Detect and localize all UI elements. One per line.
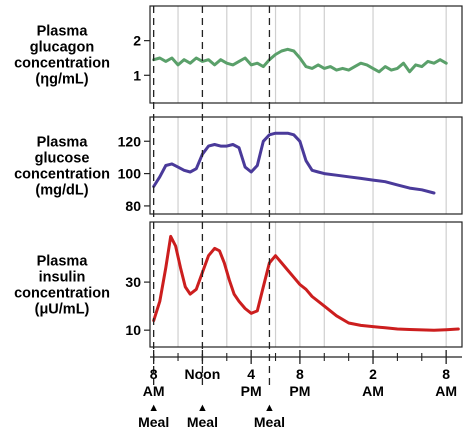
y-tick-label: 80 [125,198,141,214]
plot-frame [149,5,463,104]
meal-label: Meal [254,414,285,429]
y-axis-label-line: concentration [14,167,110,183]
y-tick-label: 100 [118,166,142,182]
y-axis-label-line: Plasma [37,135,89,151]
y-tick-label: 120 [118,133,142,149]
x-tick-label: AM [362,383,384,399]
series-line [152,47,448,74]
y-axis-label-line: glucose [35,151,90,167]
plot-frame [149,116,463,215]
meal-marker-icon: ▲ [197,402,208,414]
chart-panels: 12Plasmaglucagonconcentration(ηg/mL)8010… [14,5,463,348]
y-axis-label-line: concentration [14,56,110,72]
x-tick-label: 8 [442,366,450,382]
meal-dashed-lines [153,6,271,387]
series-line [152,234,460,332]
y-axis-label-line: (μU/mL) [35,302,90,318]
y-axis-label-line: Plasma [37,254,89,270]
x-tick-label: PM [241,383,262,399]
x-tick-label: AM [435,383,457,399]
y-tick-label: 1 [133,67,141,83]
y-tick-label: 30 [125,274,141,290]
x-tick-label: Noon [185,366,221,382]
x-tick-label: PM [289,383,310,399]
y-tick-label: 10 [125,322,141,338]
series-line [152,131,436,195]
x-tick-label: 8 [150,366,158,382]
x-tick-label: 8 [296,366,304,382]
panel-1: 80 100 120 Plasmaglucoseconcentration(mg/dL… [14,116,463,215]
y-axis-label-line: concentration [14,286,110,302]
meal-marker-icon: ▲ [264,402,275,414]
y-axis-label-line: glucagon [30,40,94,56]
y-axis-label-line: Plasma [37,24,89,40]
meal-label: Meal [138,414,169,429]
y-tick-label: 2 [133,33,141,49]
y-axis-label-line: (mg/dL) [35,183,88,199]
meal-label: Meal [187,414,218,429]
y-axis-label-line: insulin [39,270,86,286]
meal-markers: ▲Meal▲Meal▲Meal [138,402,285,429]
meal-marker-icon: ▲ [148,402,159,414]
plot-frame [149,221,463,348]
x-tick-label: AM [143,383,165,399]
x-tick-label: 2 [369,366,377,382]
x-tick-label: 4 [247,366,255,382]
y-axis-label-line: (ηg/mL) [35,72,88,88]
